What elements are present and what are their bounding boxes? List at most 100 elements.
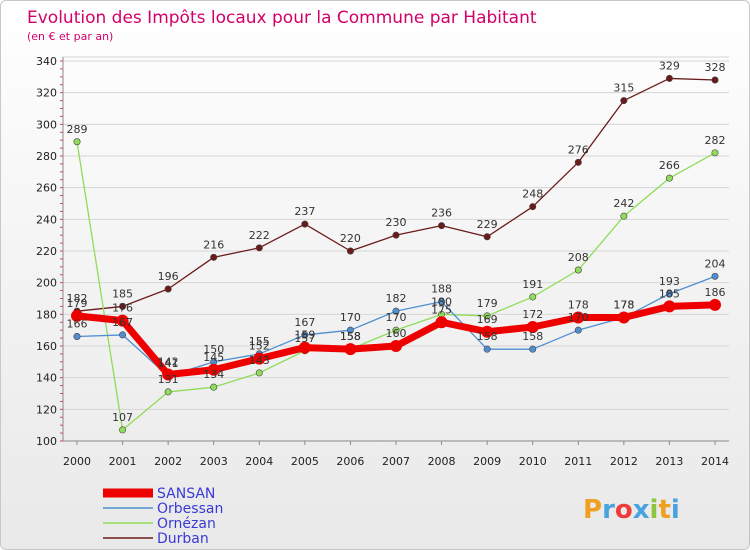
point-sansan-2008	[435, 316, 448, 329]
y-tick-label-100: 100	[36, 435, 57, 448]
series-durban	[73, 74, 719, 315]
logo-letter: P	[583, 495, 602, 525]
y-tick-label-160: 160	[36, 340, 57, 353]
data-label-sansan-2004: 152	[249, 340, 270, 353]
data-label-orbessan-2006: 170	[340, 311, 361, 324]
point-orn-zan-2000	[73, 138, 81, 146]
point-durban-2009	[483, 233, 491, 241]
data-label-orbessan-2005: 167	[294, 316, 315, 329]
data-label-orbessan-2008: 188	[431, 283, 452, 296]
data-label-orn-zan-2003: 134	[203, 368, 224, 381]
point-durban-2014	[711, 76, 719, 84]
data-label-durban-2011: 276	[568, 143, 589, 156]
point-sansan-2013	[663, 300, 676, 313]
data-label-orn-zan-2002: 131	[158, 373, 179, 386]
logo-text: Proxiti	[583, 495, 680, 525]
data-label-durban-2007: 230	[386, 216, 407, 229]
point-durban-2006	[346, 247, 354, 255]
logo-letter: i	[650, 495, 659, 525]
point-sansan-2011	[572, 311, 585, 324]
point-sansan-2005	[298, 341, 311, 354]
point-durban-2001	[119, 302, 127, 310]
data-label-orbessan-2010: 158	[522, 330, 543, 343]
y-tick-label-120: 120	[36, 403, 57, 416]
data-label-sansan-2006: 158	[340, 330, 361, 343]
data-label-sansan-2010: 172	[522, 308, 543, 321]
point-orbessan-2008	[438, 298, 446, 306]
data-label-orbessan-2012: 178	[613, 299, 634, 312]
data-label-sansan-2000: 179	[67, 297, 88, 310]
data-label-orn-zan-2014: 282	[705, 134, 726, 147]
data-label-durban-2003: 216	[203, 238, 224, 251]
point-sansan-2003	[207, 363, 220, 376]
y-tick-label-300: 300	[36, 118, 57, 131]
x-tick-label-2001: 2001	[109, 455, 137, 468]
point-durban-2002	[164, 285, 172, 293]
data-label-sansan-2008: 175	[431, 303, 452, 316]
x-tick-label-2013: 2013	[655, 455, 683, 468]
y-tick-label-320: 320	[36, 87, 57, 100]
data-label-orbessan-2014: 204	[705, 257, 726, 270]
data-label-durban-2004: 222	[249, 229, 270, 242]
point-sansan-2006	[344, 343, 357, 356]
point-orn-zan-2013	[665, 174, 673, 182]
logo-letter: x	[633, 495, 650, 525]
data-label-durban-2008: 236	[431, 207, 452, 220]
y-tick-label-240: 240	[36, 213, 57, 226]
point-orn-zan-2014	[711, 149, 719, 157]
logo-letter: o	[615, 495, 633, 525]
logo-letter: t	[658, 495, 670, 525]
legend-label-durban: Durban	[157, 531, 209, 547]
series-sansan	[71, 298, 721, 381]
data-label-orbessan-2003: 150	[203, 343, 224, 356]
data-label-sansan-2003: 145	[203, 351, 224, 364]
point-durban-2010	[529, 203, 537, 211]
data-label-durban-2009: 229	[477, 218, 498, 231]
data-label-orn-zan-2008: 180	[431, 295, 452, 308]
x-tick-label-2009: 2009	[473, 455, 501, 468]
data-label-orn-zan-2005: 157	[294, 332, 315, 345]
x-tick-label-2007: 2007	[382, 455, 410, 468]
data-label-sansan-2001: 176	[112, 302, 133, 315]
proxiti-logo: Proxiti	[583, 495, 680, 525]
x-tick-label-2011: 2011	[564, 455, 592, 468]
point-orbessan-2000	[73, 332, 81, 340]
data-label-orbessan-2000: 166	[67, 318, 88, 331]
point-sansan-2007	[390, 340, 402, 352]
y-tick-label-140: 140	[36, 372, 57, 385]
chart-title: Evolution des Impôts locaux pour la Comm…	[27, 8, 537, 28]
data-label-sansan-2002: 142	[158, 356, 179, 369]
data-label-orbessan-2004: 155	[249, 335, 270, 348]
point-sansan-2004	[253, 352, 266, 365]
data-labels: 182 185 196 216 222 237 220 230 236 229 248 276 315 3…	[67, 59, 726, 424]
data-label-orn-zan-2000: 289	[67, 123, 88, 136]
x-tick-label-2004: 2004	[245, 455, 273, 468]
point-orbessan-2006	[346, 326, 354, 334]
data-label-orn-zan-2001: 107	[112, 411, 133, 424]
y-tick-label-260: 260	[36, 182, 57, 195]
x-tick-label-2002: 2002	[154, 455, 182, 468]
point-sansan-2009	[481, 325, 494, 338]
point-orbessan-2007	[392, 307, 400, 315]
point-orn-zan-2001	[119, 426, 127, 434]
data-label-orn-zan-2012: 242	[613, 197, 634, 210]
data-label-sansan-2014: 186	[705, 286, 726, 299]
data-label-durban-2001: 185	[112, 287, 133, 300]
point-durban-2013	[665, 74, 673, 82]
data-label-durban-2005: 237	[294, 205, 315, 218]
point-orn-zan-2003	[210, 383, 218, 391]
data-label-orn-zan-2011: 208	[568, 251, 589, 264]
point-orn-zan-2002	[164, 388, 172, 396]
point-orn-zan-2011	[574, 266, 582, 274]
point-durban-2004	[255, 244, 263, 252]
data-label-durban-2012: 315	[613, 82, 634, 95]
point-orbessan-2001	[119, 331, 127, 339]
point-durban-2008	[438, 222, 446, 230]
data-label-durban-2010: 248	[522, 188, 543, 201]
point-orbessan-2014	[711, 272, 719, 280]
x-tick-label-2000: 2000	[63, 455, 91, 468]
y-tick-label-180: 180	[36, 308, 57, 321]
